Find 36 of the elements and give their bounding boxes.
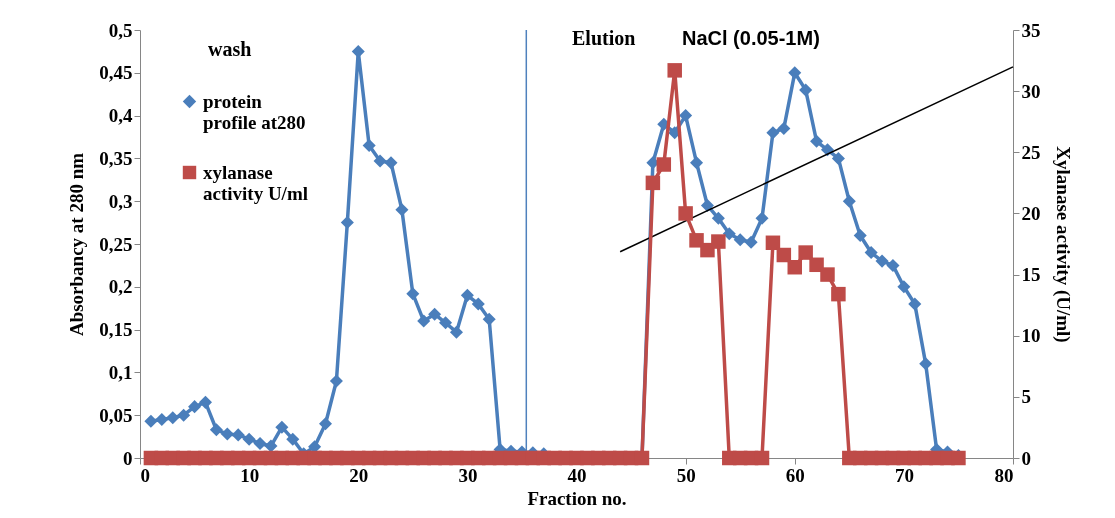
x-tick-label: 60	[785, 464, 805, 486]
y2-tick-label: 35	[1021, 19, 1041, 41]
y2-tick-label: 10	[1021, 325, 1041, 347]
x-tick-label: 30	[458, 464, 478, 486]
annotation: NaCl (0.05-1M)	[682, 27, 820, 49]
x-tick-label: 10	[240, 464, 260, 486]
y2-tick-label: 5	[1021, 386, 1031, 408]
annotation: wash	[208, 38, 252, 60]
y-tick-label: 0,3	[108, 190, 133, 212]
y2-tick-label: 0	[1021, 447, 1031, 469]
x-tick-label: 20	[349, 464, 369, 486]
y-tick-label: 0,1	[108, 361, 133, 383]
annotation: Elution	[572, 27, 636, 49]
x-tick-label: 0	[140, 464, 150, 486]
y2-tick-label: 25	[1021, 141, 1041, 163]
x-tick-label: 50	[676, 464, 696, 486]
y-tick-label: 0,15	[99, 319, 133, 341]
x-axis-title: Fraction no.	[527, 487, 627, 509]
x-tick-label: 80	[994, 464, 1014, 486]
y2-tick-label: 30	[1021, 80, 1041, 102]
legend-label: xylanase activity U/ml	[203, 161, 309, 204]
y-tick-label: 0,4	[108, 105, 133, 127]
x-tick-label: 40	[567, 464, 587, 486]
y2-tick-label: 15	[1021, 264, 1041, 286]
y-tick-label: 0,5	[108, 19, 133, 41]
y2-axis-title: Xylanase activity (U/ml)	[1051, 146, 1074, 343]
x-tick-label: 70	[894, 464, 914, 486]
y-tick-label: 0	[123, 447, 133, 469]
y-tick-label: 0,25	[99, 233, 133, 255]
y-tick-label: 0,45	[99, 62, 133, 84]
y2-tick-label: 20	[1021, 202, 1041, 224]
y-tick-label: 0,05	[99, 404, 133, 426]
y-tick-label: 0,2	[108, 276, 133, 298]
legend-label: protein profile at280	[203, 90, 306, 133]
y-axis-title: Absorbancy at 280 nm	[66, 152, 88, 337]
y-tick-label: 0,35	[99, 147, 133, 169]
